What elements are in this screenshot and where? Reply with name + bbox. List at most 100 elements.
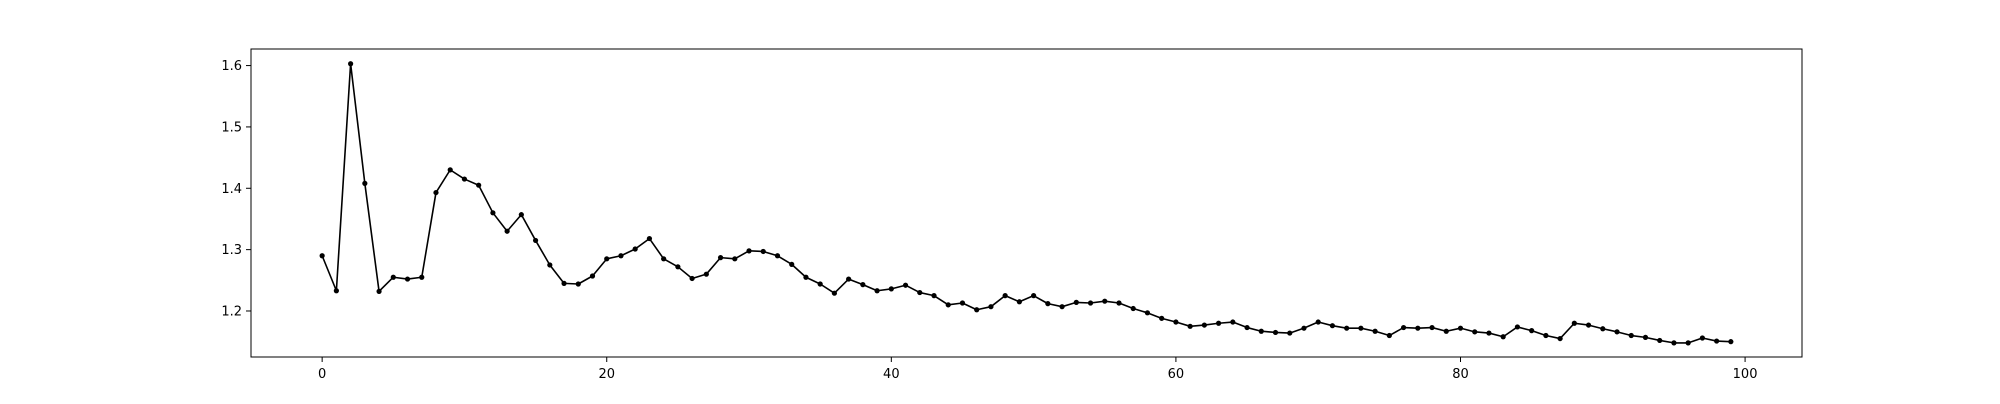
data-point (362, 180, 368, 186)
data-point (1159, 315, 1165, 321)
data-point (1073, 299, 1079, 305)
plot-frame (250, 48, 1803, 358)
data-point (1201, 322, 1207, 328)
data-point (1685, 340, 1691, 346)
data-point (760, 248, 766, 255)
data-point (618, 253, 624, 259)
data-point (589, 273, 596, 279)
data-point (547, 262, 553, 268)
data-point (1443, 328, 1449, 334)
axes: 0 20 40 60 80 100 1.2 1.3 1.4 1.5 1.6 (221, 59, 1757, 382)
data-point (860, 282, 866, 288)
data-point (1642, 334, 1649, 340)
data-point (632, 246, 638, 252)
x-tick-label: 80 (1452, 367, 1469, 382)
data-point (1116, 300, 1122, 306)
data-point (1215, 320, 1222, 326)
x-tick-label: 60 (1168, 367, 1185, 382)
data-point (888, 286, 894, 292)
data-point (746, 248, 752, 254)
data-point (1585, 322, 1592, 328)
y-tick-label: 1.5 (221, 120, 242, 135)
y-tick-label: 1.2 (221, 304, 242, 319)
data-point (376, 288, 382, 294)
data-point (1514, 324, 1521, 330)
data-point (803, 274, 809, 280)
data-point (461, 176, 468, 182)
data-point (604, 256, 610, 262)
data-point (717, 255, 724, 261)
data-point (1657, 337, 1663, 344)
data-point (1557, 335, 1563, 342)
data-point (1372, 328, 1378, 334)
data-point (1671, 340, 1677, 346)
data-point (974, 307, 980, 313)
data-point (1529, 328, 1535, 334)
data-point (1415, 325, 1421, 331)
data-point (1031, 293, 1037, 299)
y-tick-label: 1.4 (221, 182, 242, 197)
data-point (988, 304, 994, 310)
data-point (1628, 332, 1634, 339)
data-point (348, 61, 354, 67)
data-point (661, 256, 667, 262)
data-point (1315, 319, 1321, 325)
data-point (1287, 330, 1293, 336)
data-point (1187, 323, 1193, 329)
data-point (917, 289, 923, 296)
data-point (831, 290, 838, 296)
data-point (703, 271, 709, 277)
data-point (675, 264, 681, 270)
data-point (433, 189, 439, 196)
data-point (732, 256, 738, 262)
data-point (789, 261, 795, 267)
series-line (319, 61, 1734, 346)
x-tick-label: 40 (883, 367, 900, 382)
data-point (419, 274, 425, 280)
data-point (1386, 332, 1392, 339)
data-point (945, 302, 951, 308)
data-point (1329, 323, 1336, 329)
data-point (333, 288, 339, 294)
data-point (931, 293, 937, 299)
plot-area (250, 48, 1803, 358)
data-point (1258, 328, 1264, 334)
data-point (1087, 300, 1094, 306)
data-point (1344, 325, 1350, 331)
data-point (1699, 335, 1705, 341)
x-tick-label: 0 (318, 367, 326, 382)
data-point (1728, 339, 1734, 345)
x-tick-label: 100 (1733, 367, 1758, 382)
data-point (1059, 304, 1065, 310)
data-point (490, 210, 496, 216)
data-point (561, 280, 567, 286)
data-point (1016, 299, 1022, 305)
data-point (1543, 332, 1549, 339)
data-point (1301, 325, 1307, 331)
data-point (390, 274, 396, 280)
data-point (575, 281, 581, 287)
data-point (689, 275, 695, 282)
data-point (1272, 329, 1279, 336)
data-point (1130, 305, 1136, 312)
data-point (1045, 301, 1051, 307)
data-point (1230, 319, 1236, 325)
y-tick-label: 1.6 (221, 59, 242, 74)
data-point (1358, 325, 1364, 331)
x-tick-label: 20 (598, 367, 615, 382)
data-point (1144, 310, 1151, 316)
data-point (817, 281, 823, 287)
data-point (1714, 338, 1720, 344)
series-path (321, 62, 1731, 344)
data-point (319, 253, 325, 259)
data-point (774, 253, 781, 259)
data-point (1244, 324, 1250, 331)
data-point (1500, 334, 1506, 340)
data-point (518, 212, 524, 218)
data-point (1571, 320, 1577, 326)
data-point (902, 282, 909, 288)
data-point (476, 182, 482, 188)
data-point (1400, 324, 1407, 331)
data-point (1457, 325, 1464, 331)
